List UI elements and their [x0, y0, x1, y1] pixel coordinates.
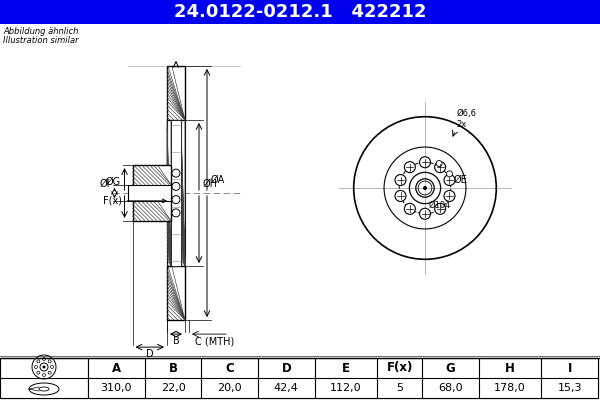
Text: Ø6,6
2x: Ø6,6 2x	[457, 109, 476, 129]
Circle shape	[395, 174, 406, 186]
Bar	[167, 266, 185, 320]
Circle shape	[404, 162, 415, 173]
Text: D: D	[146, 349, 154, 359]
Bar	[181, 120, 185, 266]
Text: 310,0: 310,0	[101, 383, 132, 393]
Circle shape	[395, 190, 406, 202]
Text: ØA: ØA	[211, 175, 225, 185]
Bar	[0, 0, 600, 24]
Text: 20,0: 20,0	[217, 383, 242, 393]
Circle shape	[172, 196, 180, 204]
Circle shape	[43, 366, 46, 368]
Text: E: E	[342, 362, 350, 374]
Circle shape	[419, 157, 431, 168]
Text: 5: 5	[396, 383, 403, 393]
Text: 22,0: 22,0	[161, 383, 185, 393]
Bar	[0, 358, 88, 398]
Bar	[171, 120, 181, 266]
Text: B: B	[169, 362, 178, 374]
Text: D: D	[281, 362, 291, 374]
Circle shape	[444, 174, 455, 186]
Bar	[167, 120, 171, 266]
Circle shape	[444, 190, 455, 202]
Circle shape	[172, 182, 180, 190]
Circle shape	[434, 162, 446, 173]
Circle shape	[446, 171, 452, 177]
Text: ØG: ØG	[106, 177, 121, 187]
Circle shape	[419, 208, 431, 219]
Text: G: G	[446, 362, 455, 374]
Bar	[128, 185, 171, 201]
Bar	[133, 165, 171, 221]
Text: 15,3: 15,3	[557, 383, 582, 393]
Circle shape	[404, 203, 415, 214]
Circle shape	[436, 160, 442, 166]
Text: H: H	[505, 362, 515, 374]
Circle shape	[434, 203, 446, 214]
Text: Abbildung ähnlich: Abbildung ähnlich	[3, 27, 79, 36]
Text: B: B	[173, 336, 179, 346]
Text: ØI: ØI	[100, 179, 110, 189]
Text: 24.0122-0212.1   422212: 24.0122-0212.1 422212	[174, 3, 426, 21]
Circle shape	[423, 186, 427, 190]
Text: ØH: ØH	[203, 179, 218, 189]
Bar	[88, 358, 598, 398]
Text: F(x): F(x)	[386, 362, 413, 374]
Circle shape	[172, 169, 180, 177]
Text: 112,0: 112,0	[330, 383, 362, 393]
Text: C: C	[225, 362, 234, 374]
Text: 178,0: 178,0	[494, 383, 526, 393]
Circle shape	[172, 209, 180, 217]
Text: ØE: ØE	[454, 174, 467, 184]
Text: Ø104: Ø104	[429, 201, 451, 210]
Text: F(x): F(x)	[103, 196, 166, 206]
Bar	[167, 66, 185, 120]
Text: I: I	[568, 362, 572, 374]
Text: 68,0: 68,0	[439, 383, 463, 393]
Text: 42,4: 42,4	[274, 383, 299, 393]
Text: Illustration similar: Illustration similar	[3, 36, 79, 45]
Bar	[0, 24, 600, 358]
Text: C (MTH): C (MTH)	[195, 336, 234, 346]
Text: A: A	[112, 362, 121, 374]
